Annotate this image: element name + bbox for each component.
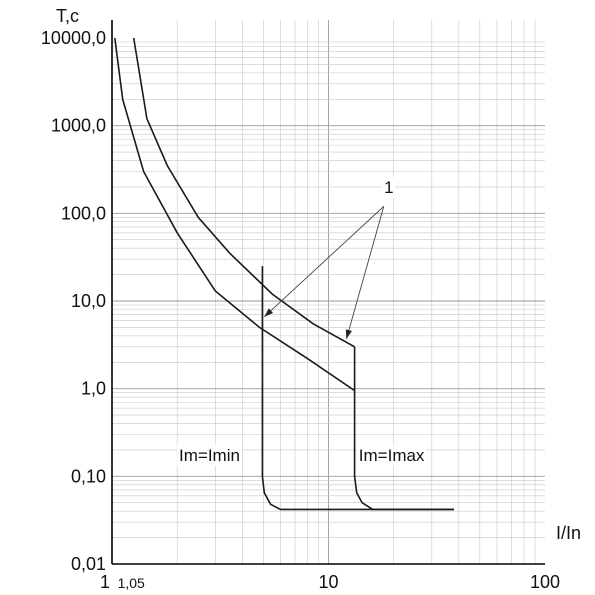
curve-trip-min	[261, 266, 454, 511]
curve-lower-band	[114, 37, 356, 392]
leader-line	[263, 206, 385, 318]
annotation-label: 1	[384, 178, 393, 197]
y-tick-label: 1000,0	[51, 116, 106, 136]
leader-arrowhead	[264, 308, 274, 317]
annotations: Im=Imin Im=Imax 1	[177, 177, 427, 466]
curve-trip-max	[353, 346, 454, 511]
leader-line	[345, 206, 385, 339]
annotation-backdrop	[356, 444, 427, 466]
y-axis-label: T,c	[56, 6, 79, 26]
x-axis-label: I/In	[556, 523, 581, 543]
curves	[114, 37, 454, 511]
annotation-backdrop	[177, 444, 242, 466]
y-tick-label: 10,0	[71, 291, 106, 311]
annotation-leaders	[263, 206, 385, 339]
x-tick-label: 1	[100, 572, 110, 592]
annotation-label: Im=Imin	[179, 446, 240, 465]
y-tick-label: 0,10	[71, 466, 106, 486]
y-tick-label: 100,0	[61, 203, 106, 223]
x-tick-label: 1,05	[118, 575, 145, 591]
x-tick-label: 10	[318, 572, 338, 592]
axes	[111, 20, 545, 565]
grid	[112, 20, 545, 564]
y-tick-label: 0,01	[71, 554, 106, 574]
y-tick-label: 1,0	[81, 379, 106, 399]
annotation-backdrop	[382, 177, 396, 199]
y-tick-label: 10000,0	[41, 28, 106, 48]
leader-arrowhead	[345, 329, 352, 339]
curve-upper-band	[132, 37, 355, 348]
annotation-label: Im=Imax	[359, 446, 425, 465]
x-tick-label: 100	[530, 572, 560, 592]
